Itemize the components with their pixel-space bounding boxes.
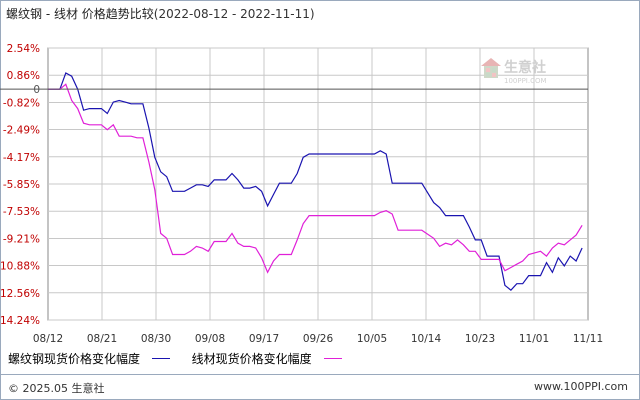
x-tick-label: 08/30: [141, 333, 171, 345]
y-tick-label: -2.49%: [3, 125, 40, 137]
x-tick-label: 10/14: [411, 333, 442, 345]
x-tick-label: 09/17: [249, 333, 279, 345]
legend-label-series1: 螺纹钢现货价格变化幅度: [8, 352, 141, 366]
x-tick-label: 11/11: [573, 333, 603, 345]
y-tick-label: 2.54%: [7, 43, 40, 55]
y-tick-label: -12.56%: [0, 288, 40, 300]
y-tick-label: -7.53%: [3, 206, 40, 218]
chart-title-main: 螺纹钢 - 线材 价格趋势比较: [6, 7, 154, 21]
watermark-house-icon: [481, 58, 501, 78]
legend: 螺纹钢现货价格变化幅度 线材现货价格变化幅度: [8, 350, 348, 367]
y-axis-ticks: 2.54% 0.86% 0-0.82% -2.49% -4.17% -5.85% -7.53…: [0, 43, 40, 327]
x-axis-ticks: 08/12 08/21 08/30 09/08 09/17 09/26 10/05 10/14…: [33, 333, 603, 345]
x-tick-label: 09/26: [303, 333, 334, 345]
footer-site: www.100PPI.com: [534, 380, 628, 393]
y-tick-label: -14.24%: [0, 315, 40, 327]
watermark-name: 生意社: [504, 59, 546, 76]
x-tick-label: 10/23: [465, 333, 495, 345]
legend-swatch-series1: [151, 358, 170, 359]
chart-title: 螺纹钢 - 线材 价格趋势比较(2022-08-12 - 2022-11-11): [6, 5, 315, 22]
y-tick-label: -10.88%: [0, 261, 40, 273]
series-line-1: [48, 72, 583, 292]
y-tick-label: 0.86%: [7, 70, 40, 82]
footer-divider: [0, 374, 640, 375]
y-tick-label: -5.85%: [3, 179, 40, 191]
chart-grid: [47, 47, 589, 321]
legend-swatch-series2: [323, 358, 342, 359]
y-tick-label: -4.17%: [3, 152, 40, 164]
x-tick-label: 09/08: [195, 333, 225, 345]
y-tick-label: -9.21%: [3, 233, 40, 245]
x-tick-label: 10/05: [357, 333, 387, 345]
line-chart: 生意社 100PPI.COM 2.54% 0.86% 0-0.82% -2.49% -4…: [0, 43, 603, 345]
x-tick-label: 08/12: [33, 333, 63, 345]
chart-title-range: (2022-08-12 - 2022-11-11): [153, 7, 315, 21]
series-lines: [48, 72, 583, 292]
watermark-site: 100PPI.COM: [504, 77, 547, 85]
y-tick-label: -0.82%: [3, 97, 40, 109]
x-tick-label: 11/01: [519, 333, 549, 345]
x-tick-label: 08/21: [87, 333, 117, 345]
footer-copyright: © 2025.05 生意社: [8, 382, 105, 395]
watermark-logo: 生意社 100PPI.COM: [481, 58, 547, 85]
series-line-2: [48, 83, 583, 274]
y-tick-label: 0: [33, 84, 40, 96]
legend-label-series2: 线材现货价格变化幅度: [191, 352, 312, 366]
